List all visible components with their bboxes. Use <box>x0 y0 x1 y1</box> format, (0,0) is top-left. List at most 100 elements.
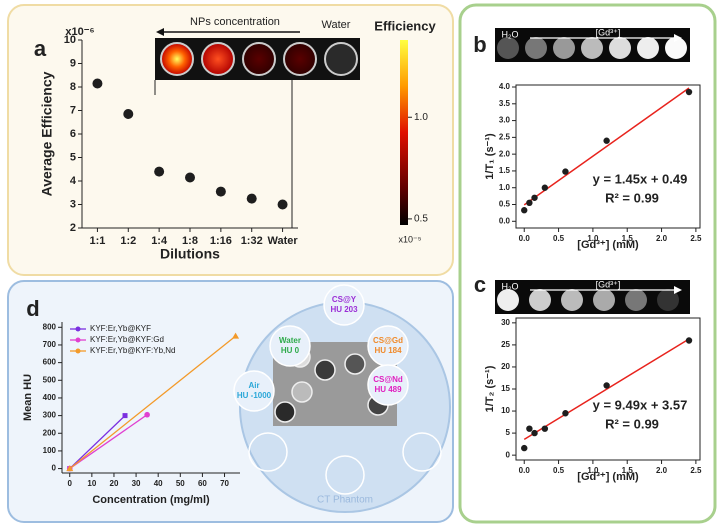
y-tick-label: 400 <box>43 393 57 402</box>
marker <box>232 332 240 339</box>
x-tick-label: 1.5 <box>622 466 634 475</box>
legend-marker <box>75 348 81 354</box>
y-tick-label: 1.0 <box>499 183 511 192</box>
sample-slot <box>233 370 275 412</box>
x-tick-label: 1:16 <box>210 235 232 247</box>
mri-well <box>525 37 547 59</box>
data-point <box>246 193 257 204</box>
water-label: Water <box>322 19 351 31</box>
x-tick-label: 10 <box>87 479 96 488</box>
x-tick-label: 0.0 <box>519 466 531 475</box>
sample-name: CS@Nd <box>373 375 403 384</box>
x-tick-label: 0.5 <box>553 234 565 243</box>
x-tick-label: 2.0 <box>656 234 668 243</box>
x-tick-label: 0.5 <box>553 466 565 475</box>
fit-r2: R² = 0.99 <box>605 416 659 431</box>
colorbar-title: Efficiency <box>374 18 436 33</box>
water-label: H₂O <box>502 281 519 291</box>
fit-line <box>523 87 690 206</box>
y-tick-label: 0.5 <box>499 200 511 209</box>
data-point <box>526 199 533 207</box>
x-tick-label: 0.0 <box>519 234 531 243</box>
sample-hu: HU 0 <box>281 346 300 355</box>
y-axis-title: Average Efficiency <box>39 71 55 196</box>
y-multiplier: x10⁻⁶ <box>65 26 94 38</box>
y-tick-label: 200 <box>43 428 57 437</box>
y-tick-label: 10 <box>64 34 76 46</box>
y-tick-label: 5 <box>70 151 76 163</box>
y-tick-label: 10 <box>501 406 510 415</box>
sample-slot <box>269 325 311 367</box>
x-tick-label: 1:8 <box>182 235 198 247</box>
y-tick-label: 500 <box>43 375 57 384</box>
x-tick-label: 1.0 <box>587 466 599 475</box>
legend-marker <box>75 326 81 332</box>
x-tick-label: 1:32 <box>241 235 263 247</box>
y-tick-label: 100 <box>43 446 57 455</box>
y-tick-label: 2.5 <box>499 132 511 141</box>
arrow-head <box>674 286 682 294</box>
x-tick-label: Water <box>267 235 298 247</box>
mri-well <box>581 37 603 59</box>
sample-name: CS@Gd <box>373 336 403 345</box>
data-point <box>562 410 569 417</box>
data-point <box>215 186 226 197</box>
y-tick-label: 30 <box>501 318 510 327</box>
sample-hu: HU 184 <box>374 346 402 355</box>
x-tick-label: 40 <box>154 479 163 488</box>
marker <box>66 465 74 472</box>
data-point <box>154 166 165 177</box>
data-point <box>521 444 528 452</box>
data-point <box>277 199 288 210</box>
ct-hole <box>274 401 296 423</box>
sample-hu: HU -1000 <box>237 391 272 400</box>
panel-label: d <box>26 296 39 321</box>
y-tick-label: 25 <box>501 340 510 349</box>
marker <box>144 411 150 418</box>
x-tick-label: 2.5 <box>690 234 702 243</box>
fit-line <box>523 338 690 441</box>
well <box>201 42 235 76</box>
y-tick-label: 2.0 <box>499 149 511 158</box>
well <box>160 42 194 76</box>
y-tick-label: 1.5 <box>499 166 511 175</box>
y-tick-label: 0.0 <box>499 216 511 225</box>
y-tick-label: 4.0 <box>499 82 511 91</box>
data-point <box>685 337 693 344</box>
y-tick-label: 0 <box>52 464 57 473</box>
y-tick-label: 800 <box>43 322 57 331</box>
sample-slot <box>323 284 365 326</box>
data-point <box>531 429 538 437</box>
mri-well <box>609 37 631 59</box>
x-tick-label: 0 <box>68 479 73 488</box>
x-tick-label: 60 <box>198 479 207 488</box>
x-tick-label: 2.0 <box>656 466 668 475</box>
x-tick-label: 20 <box>110 479 119 488</box>
data-point <box>185 172 195 183</box>
mri-well <box>497 37 519 59</box>
x-axis-title: [Gd³⁺] (mM) <box>577 471 639 483</box>
water-label: H₂O <box>502 29 519 39</box>
phantom-title: CT Phantom <box>317 495 373 506</box>
sample-name: Water <box>279 336 301 345</box>
arrow-label: NPs concentration <box>190 16 280 28</box>
data-point <box>562 168 569 175</box>
colorbar <box>400 40 408 225</box>
sample-slot <box>367 364 409 406</box>
gd-label: [Gd³⁺] <box>596 279 621 289</box>
ct-hole <box>291 381 313 403</box>
mri-well <box>657 289 679 311</box>
mri-well <box>497 289 519 311</box>
legend-label: KYF:Er,Yb@KYF:Gd <box>90 335 164 344</box>
series-line <box>69 335 236 470</box>
y-tick-label: 3.0 <box>499 116 511 125</box>
panel-label: a <box>34 36 47 61</box>
x-tick-label: 2.5 <box>690 466 702 475</box>
y-axis-title: 1/T₁ (s⁻¹) <box>484 133 496 180</box>
y-axis-title: Mean HU <box>22 374 34 421</box>
colorbar-tick-label: 1.0 <box>414 112 428 123</box>
colorbar-multiplier: x10⁻⁵ <box>399 234 422 244</box>
mri-well <box>561 289 583 311</box>
data-point <box>123 109 134 120</box>
x-axis-title: Concentration (mg/ml) <box>92 494 210 506</box>
